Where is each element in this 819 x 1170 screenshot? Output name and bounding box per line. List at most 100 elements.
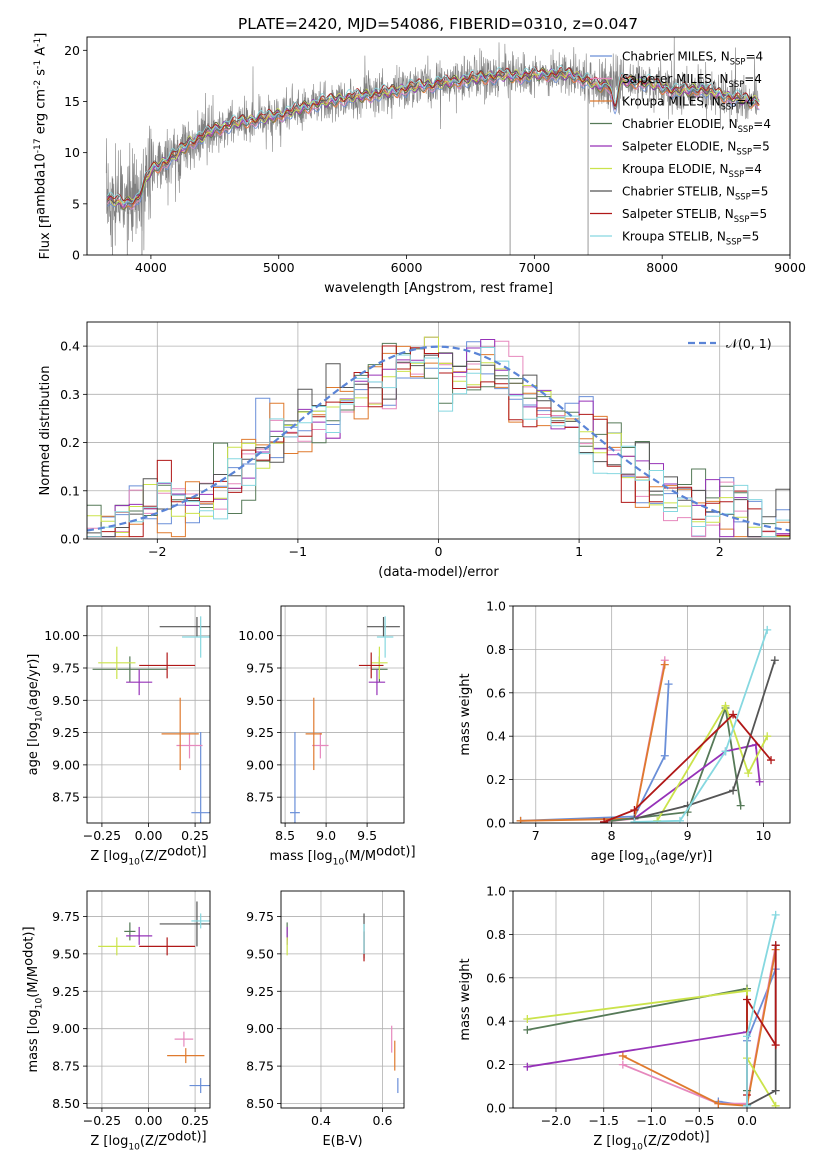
plot-area [513, 606, 790, 823]
y-tick-label: 0.3 [60, 387, 80, 402]
x-axis-label: Z [log10(Z/Zodot)] [90, 844, 206, 867]
label-segment: -2 [33, 80, 43, 89]
axes-frame [86, 890, 211, 1109]
x-tick-label: 2 [716, 544, 724, 559]
axes-frame [86, 321, 791, 540]
y-tick-label: 9.00 [52, 757, 80, 772]
label-segment: Chabrier STELIB, N [622, 185, 735, 199]
label-segment: 10 [333, 858, 345, 868]
model-spectrum-line [107, 65, 760, 205]
label-segment: 10 [128, 858, 140, 868]
y-tick-label: 0 [72, 248, 80, 263]
axes-frame [512, 890, 791, 1109]
age-mass-axes: 8.5 9.0 9.5 8.75 9.00 9.25 9.50 9.75 10.00 mass [… [238, 605, 416, 868]
y-tick-label: 9.50 [52, 693, 80, 708]
x-tick-label: 0 [435, 544, 443, 559]
label-segment: Normed distribution [38, 366, 53, 496]
y-tick-label: 9.75 [246, 909, 274, 924]
y-tick-label: 9.00 [246, 757, 274, 772]
label-segment: E(B-V) [322, 1134, 362, 1149]
x-axis-label: mass [log10(M/Modot)] [269, 844, 415, 867]
x-tick-label: 0.4 [311, 1113, 331, 1128]
data-point [159, 616, 210, 637]
weight-marker [755, 777, 764, 786]
weight-marker [618, 1060, 627, 1069]
label-segment: Flux [f [38, 215, 53, 259]
y-tick-label: 0.6 [486, 970, 506, 985]
label-segment: Z [log [90, 849, 128, 864]
y-tick-label: 0.8 [486, 642, 506, 657]
data-point [126, 669, 153, 696]
label-segment: mass weight [458, 673, 473, 755]
y-tick-label: 9.50 [246, 693, 274, 708]
label-segment: (Z/Z [643, 1134, 670, 1149]
label-segment: 10 [631, 1143, 643, 1153]
x-axis-label: age [log10(age/yr)] [591, 849, 713, 868]
y-tick-label: 20 [64, 43, 80, 58]
age-z-axes: −0.25 0.00 0.25 8.75 9.00 9.25 9.50 9.75 10.00 Z … [26, 605, 211, 868]
x-tick-label: 0.6 [373, 1113, 393, 1128]
x-tick-label: 0.25 [181, 828, 209, 843]
data-point [161, 697, 199, 771]
legend-label: Salpeter MILES, NSSP=4 [622, 72, 762, 89]
label-segment: SSP [738, 124, 754, 134]
label-segment: =5 [751, 185, 769, 199]
y-tick-label: 0.2 [486, 772, 506, 787]
data-point [305, 697, 322, 771]
x-tick-label: −0.25 [83, 828, 121, 843]
y-tick-label: 0.8 [486, 927, 506, 942]
weight-marker [743, 986, 752, 995]
x-tick-label: 0.00 [135, 1113, 163, 1128]
plot-content [105, 37, 760, 255]
label-segment: Kroupa MILES, N [622, 95, 721, 109]
axes-frame [280, 605, 405, 824]
x-tick-label: −1.5 [589, 1113, 619, 1128]
x-tick-label: −1.0 [636, 1113, 666, 1128]
label-segment: )] [196, 1129, 206, 1144]
data-point [159, 901, 210, 947]
x-tick-label: 1 [575, 544, 583, 559]
y-tick-label: 9.50 [52, 946, 80, 961]
x-tick-label: −0.5 [684, 1113, 714, 1128]
label-segment: mass [log [269, 849, 332, 864]
normal-curve [87, 345, 790, 532]
label-segment: =4 [736, 95, 754, 109]
mass-z-axes: −0.25 0.00 0.25 8.50 8.75 9.00 9.25 9.50 9.75 Z [… [21, 890, 211, 1153]
y-tick-label: 0.0 [486, 816, 506, 831]
legend: 𝒩(0, 1) [688, 336, 772, 351]
legend-label: Kroupa MILES, NSSP=4 [622, 95, 754, 112]
y-tick-label: 15 [64, 94, 80, 109]
data-point [92, 656, 168, 683]
y-tick-label: 8.75 [52, 1059, 80, 1074]
x-tick-label: −1 [289, 544, 307, 559]
y-tick-label: 1.0 [486, 599, 506, 614]
label-segment: mass [log [26, 1009, 41, 1072]
x-axis-label: Z [log10(Z/Zodot)] [90, 1129, 206, 1152]
y-tick-label: 9.50 [246, 946, 274, 961]
y-tick-label: 9.00 [52, 1021, 80, 1036]
x-tick-label: 6000 [391, 260, 423, 275]
axes-frame [512, 605, 791, 824]
legend-label: Salpeter STELIB, NSSP=5 [622, 207, 767, 224]
weight-line [611, 707, 742, 822]
label-segment: =5 [749, 207, 767, 221]
plot-area [281, 606, 404, 823]
label-segment: 10 [33, 153, 48, 170]
label-segment: lambda [33, 170, 48, 215]
label-segment: Salpeter STELIB, N [622, 207, 734, 221]
x-tick-label: 4000 [135, 260, 167, 275]
weight-marker [763, 732, 772, 741]
label-segment: Salpeter MILES, N [622, 72, 729, 86]
legend-label: Chabrier STELIB, NSSP=5 [622, 185, 768, 202]
data-point [290, 731, 300, 823]
spectrum-axes: 4000 5000 6000 7000 8000 9000 0 5 10 15 20 waveleng… [33, 33, 806, 296]
weight-marker [600, 817, 609, 823]
label-segment: (Z/Z [140, 849, 167, 864]
label-segment: =4 [745, 50, 763, 64]
plot-content [290, 616, 400, 823]
label-segment: Salpeter ELODIE, N [622, 140, 736, 154]
weight-marker [743, 995, 752, 1004]
y-tick-label: 9.25 [246, 984, 274, 999]
weight-line [634, 629, 769, 823]
label-segment: A [33, 47, 48, 60]
